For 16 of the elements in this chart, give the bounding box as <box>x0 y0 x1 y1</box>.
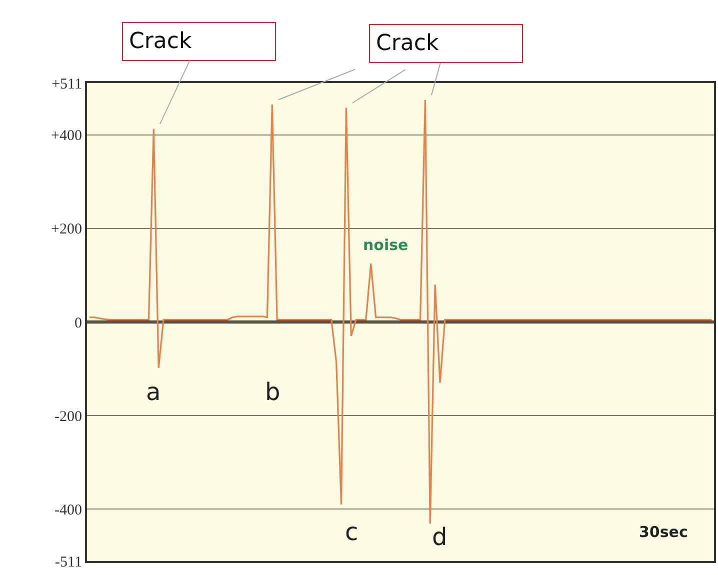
annotation: a <box>146 378 161 406</box>
y-tick-label: -200 <box>54 408 82 425</box>
annotation: b <box>265 378 280 406</box>
y-tick-label: -400 <box>54 502 82 518</box>
annotation: 30sec <box>639 523 688 541</box>
y-tick-label: -511 <box>55 554 82 570</box>
y-tick-label: 0 <box>74 315 82 332</box>
annotation: d <box>432 523 448 551</box>
line-series <box>88 99 712 524</box>
annotation: noise <box>363 236 408 254</box>
text: Crack <box>376 31 439 56</box>
text: Crack <box>129 29 192 54</box>
y-tick-label: +200 <box>51 222 82 238</box>
annotation: c <box>345 518 358 546</box>
y-tick-label: +400 <box>51 128 82 144</box>
y-tick-label: +511 <box>52 76 82 92</box>
